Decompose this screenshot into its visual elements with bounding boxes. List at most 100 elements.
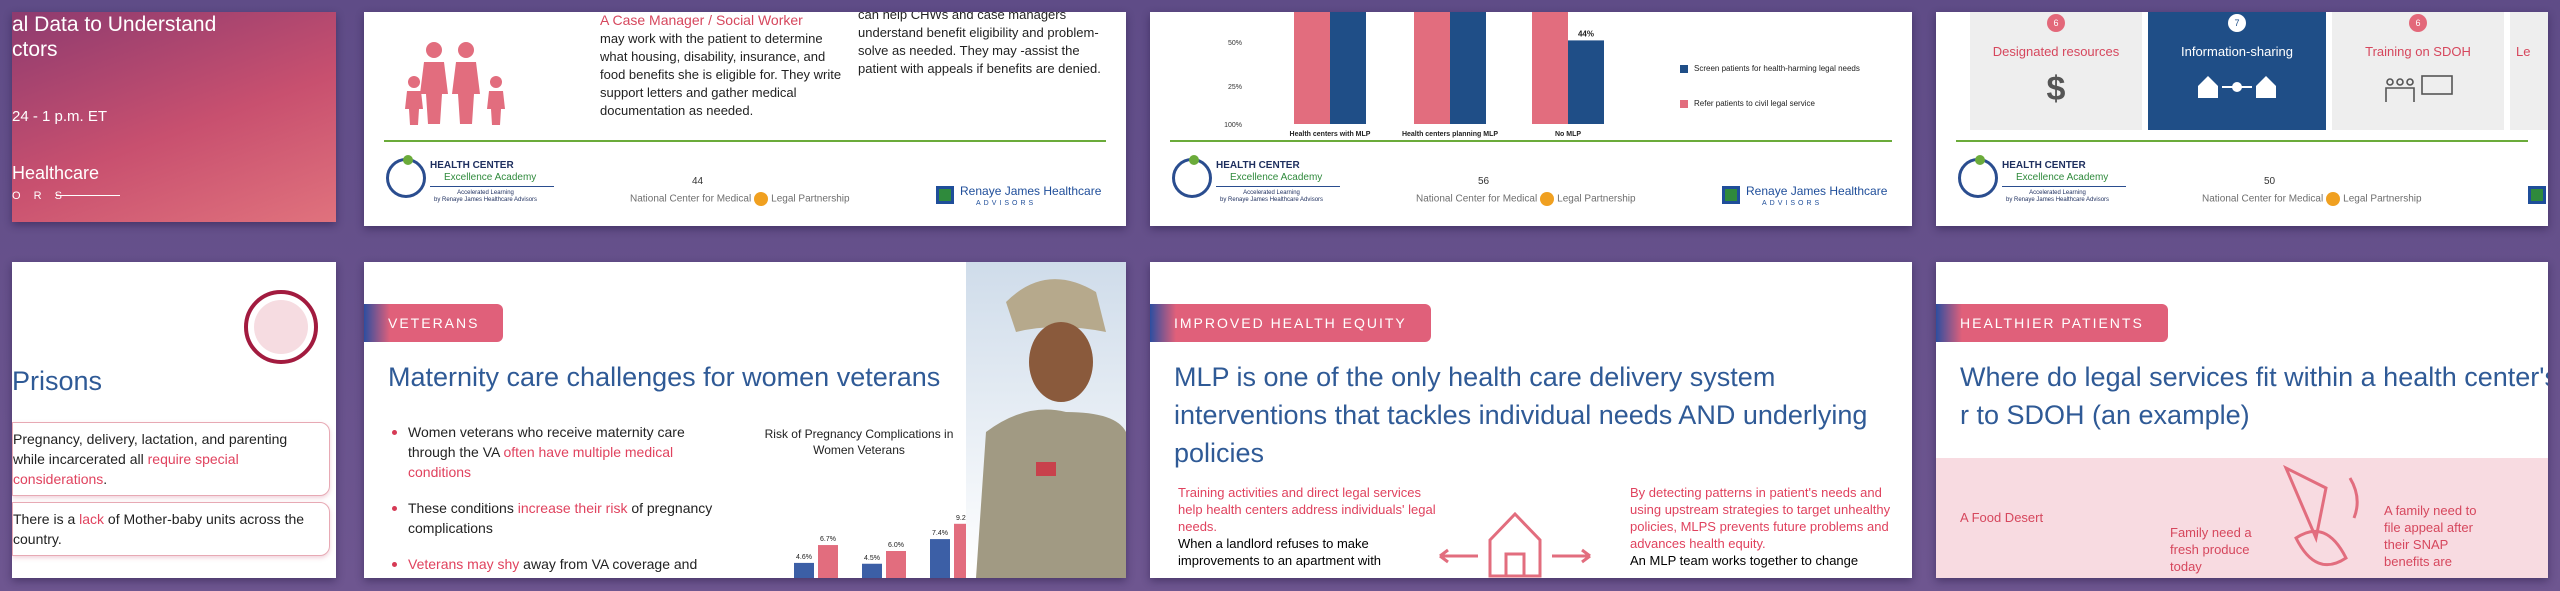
data-label: 4.5% [864,555,880,562]
bullet-text: away from VA coverage and seek external … [408,556,698,578]
divider [430,186,554,187]
house-exchange-icon [2198,76,2276,98]
callout-highlight: require special considerations [13,451,239,487]
diagram-item-resources: 6 Designated resources $ [1970,12,2142,130]
pregnant-woman-icon [244,290,318,364]
callout-highlight: lack [79,511,105,527]
page-number: 56 [1478,176,1490,187]
mlp-right-body: An MLP team works together to change [1630,553,1859,568]
page-number: 50 [2264,176,2276,187]
section-tag: VETERANS [364,304,504,342]
bullet-text: of pregnancy complications [408,500,713,536]
data-label: 7.4% [932,530,948,537]
slide-title: Where do legal services fit within a hea… [1960,362,2548,430]
bar [886,551,906,578]
diagram-item-info-sharing: 7 Information-sharing [2148,12,2326,130]
divider [56,195,120,196]
divider [1216,186,1340,187]
bullet-highlight: often have multiple medical conditions [408,444,674,480]
bullet-item: Veterans may shy away from VA coverage a… [388,554,718,578]
ncmlp-logo: National Center for Medical Legal Partner… [1416,192,1636,206]
slide-thumbnail-prisons[interactable]: Prisons Pregnancy, delivery, lactation, … [12,262,336,578]
mlp-left-text: Training activities and direct legal ser… [1178,484,1448,569]
slide-thumbnail-veterans[interactable]: VETERANS Maternity care challenges for w… [364,262,1126,578]
food-desert-label: A Food Desert [1960,510,2044,525]
item-label: Le [2516,44,2531,59]
ncmlp-mark-icon [754,192,769,206]
data-label: 44% [1578,29,1594,38]
hc-title: HEALTH CENTER [430,160,514,171]
footer-rule [384,140,1106,142]
hc-tagline-2: by Renaye James Healthcare Advisors [2006,197,2110,203]
house-arrows-icon [1439,511,1591,578]
bar [1414,12,1450,124]
hc-title: HEALTH CENTER [2002,160,2086,171]
mlp-left-body: When a landlord refuses to make improvem… [1178,536,1382,568]
page-number: 44 [692,176,704,187]
item-number: 6 [2047,14,2065,32]
rj-name: Renaye James Healthcare [1746,184,1888,198]
slide-thumbnail-healthier[interactable]: HEALTHIER PATIENTS Where do legal servic… [1936,262,2548,578]
ncmlp-mark-icon [2326,192,2341,206]
callout-box: There is a lack of Mother-baby units acr… [12,502,330,556]
slide-thumbnail-title[interactable]: al Data to Understand ctors 24 - 1 p.m. … [12,12,336,222]
slide-thumbnail-56[interactable]: 100% 25% 50% Health centers with MLP Health … [1150,12,1912,226]
y-tick-label: 100% [1224,122,1242,129]
x-tick-label: Health centers with MLP [1290,131,1371,138]
ncmlp-left: National Center for Medical [630,193,752,205]
hc-tagline-2: by Renaye James Healthcare Advisors [1220,197,1324,203]
callout-text: . [103,471,108,487]
legend-label: Refer patients to civil legal service [1694,99,1815,108]
rj-logo: Renaye James Healthcare ADVISORS [936,184,1101,214]
bullet-item: Women veterans who receive maternity car… [388,422,718,482]
ncmlp-logo: National Center for Medical Legal Partner… [2202,192,2422,206]
legend-item: Refer patients to civil legal service [1680,99,1860,108]
y-tick-label: 50% [1228,40,1242,47]
callout-text: There is a [13,511,80,527]
slide-thumbnail-50[interactable]: 6 Designated resources $ 7 Information-s… [1936,12,2548,226]
pregnant-woman-icon-bg [254,300,308,354]
ncmlp-right: Legal Partnership [2343,193,2422,205]
classroom-icon [2385,75,2453,102]
item-label: Training on SDOH [2365,44,2471,59]
slide-title: Prisons [12,366,103,396]
produce-label: Family need a fresh produce today [2170,525,2252,574]
item-label: Information-sharing [2181,44,2293,59]
section-tag: IMPROVED HEALTH EQUITY [1150,304,1431,342]
slide-footer: HEALTH CENTER Excellence Academy Acceler… [1150,150,1912,226]
rj-logo: Renaye James Healthcare ADVISORS [1722,184,1887,214]
bullet-highlight: Veterans may shy [408,556,520,572]
rj-logo-icon [936,186,954,204]
hc-subtitle: Excellence Academy [444,172,537,183]
rj-sub: ADVISORS [976,200,1037,207]
slide-title: MLP is one of the only health care deliv… [1174,362,1868,468]
hc-tagline: Accelerated Learning by Renaye James Heal… [1220,190,1323,204]
ncmlp-logo: National Center for Medical Legal Partner… [630,192,850,206]
bar [818,545,838,578]
bar [862,563,882,578]
snap-label: A family need to file appeal after their… [2384,503,2477,569]
callout-text: of Mother-baby units across the country. [13,511,305,547]
legend-swatch [1680,99,1688,108]
mlp-right-text: By detecting patterns in patient's needs… [1630,484,1900,569]
mlp-left-highlight: Training activities and direct legal ser… [1178,485,1436,534]
hc-tagline-1: Accelerated Learning [2029,190,2086,196]
hc-tagline-2: by Renaye James Healthcare Advisors [434,197,538,203]
health-center-logo: HEALTH CENTER Excellence Academy Acceler… [386,155,556,212]
bar [1568,40,1604,124]
mlp-right-highlight: By detecting patterns in patient's needs… [1630,485,1891,551]
bar [1450,12,1486,124]
bar [1330,12,1366,124]
hc-title: HEALTH CENTER [1216,160,1300,171]
slide-brand-text: Healthcare [12,163,100,183]
legend-label: Screen patients for health-harming legal… [1694,64,1860,73]
hc-subtitle: Excellence Academy [1230,172,1323,183]
slide-thumbnail-44[interactable]: A Case Manager / Social Worker may work … [364,12,1126,226]
rj-logo-icon [2528,186,2546,204]
mlp-bar-chart: 100% 25% 50% Health centers with MLP Health … [1224,12,1604,138]
ncmlp-left: National Center for Medical [2202,193,2324,205]
slide-thumbnail-mlp[interactable]: IMPROVED HEALTH EQUITY MLP is one of the… [1150,262,1912,578]
ncmlp-right: Legal Partnership [771,193,850,205]
hc-tagline: Accelerated Learning by Renaye James Heal… [434,190,537,204]
item-label: Designated resources [1992,44,2120,59]
